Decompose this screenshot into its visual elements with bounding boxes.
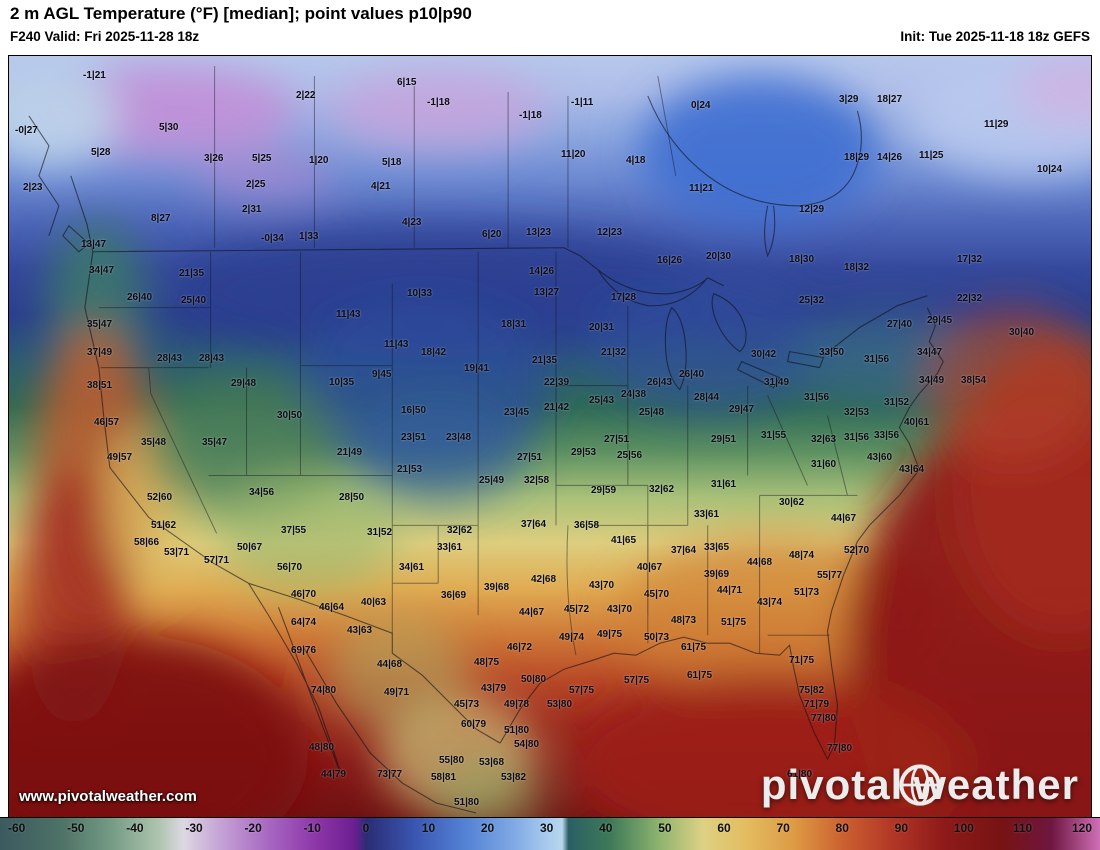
- map-title: 2 m AGL Temperature (°F) [median]; point…: [10, 4, 472, 23]
- colorbar-tick: 30: [540, 821, 554, 835]
- temperature-field: [9, 56, 1091, 817]
- colorbar-tick: 10: [421, 821, 436, 835]
- map-canvas[interactable]: -1|21 2|22 6|15 -1|18 -1|18 -1|11 0|24 3|29 18|2…: [8, 55, 1092, 818]
- colorbar-tick: -10: [303, 821, 321, 835]
- colorbar-tick: -30: [185, 821, 203, 835]
- colorbar-tick: 20: [480, 821, 495, 835]
- colorbar-tick: 40: [599, 821, 613, 835]
- colorbar-tick: 90: [894, 821, 909, 835]
- valid-time: F240 Valid: Fri 2025-11-28 18z: [10, 29, 200, 44]
- colorbar-tick: 120: [1072, 821, 1093, 835]
- colorbar-tick: 100: [953, 821, 974, 835]
- colorbar-tick: -20: [244, 821, 262, 835]
- header: 2 m AGL Temperature (°F) [median]; point…: [0, 0, 1100, 55]
- brand-right-text: weather: [913, 761, 1079, 808]
- site-url: www.pivotalweather.com: [19, 788, 197, 805]
- colorbar-tick: 80: [835, 821, 849, 835]
- colorbar-tick: -40: [126, 821, 144, 835]
- colorbar-tick: -50: [67, 821, 85, 835]
- colorbar-tick: -60: [8, 821, 26, 835]
- colorbar-tick: 50: [658, 821, 672, 835]
- colorbar-tick: 0: [362, 821, 370, 835]
- colorbar-tick: 60: [717, 821, 731, 835]
- brand-left-text: pivotal: [760, 761, 904, 808]
- colorbar-tick: 70: [776, 821, 790, 835]
- brand-watermark: pivotal weather: [761, 761, 1079, 809]
- colorbar-tick: 110: [1012, 821, 1033, 835]
- globe-icon: [899, 764, 941, 806]
- boundaries-overlay: [28, 65, 944, 814]
- colorbar: -60 -50 -40 -30 -20 -10 0 10 20 30 40 50 60 70 80 90 100…: [0, 817, 1100, 850]
- init-time: Init: Tue 2025-11-18 18z GEFS: [900, 29, 1090, 44]
